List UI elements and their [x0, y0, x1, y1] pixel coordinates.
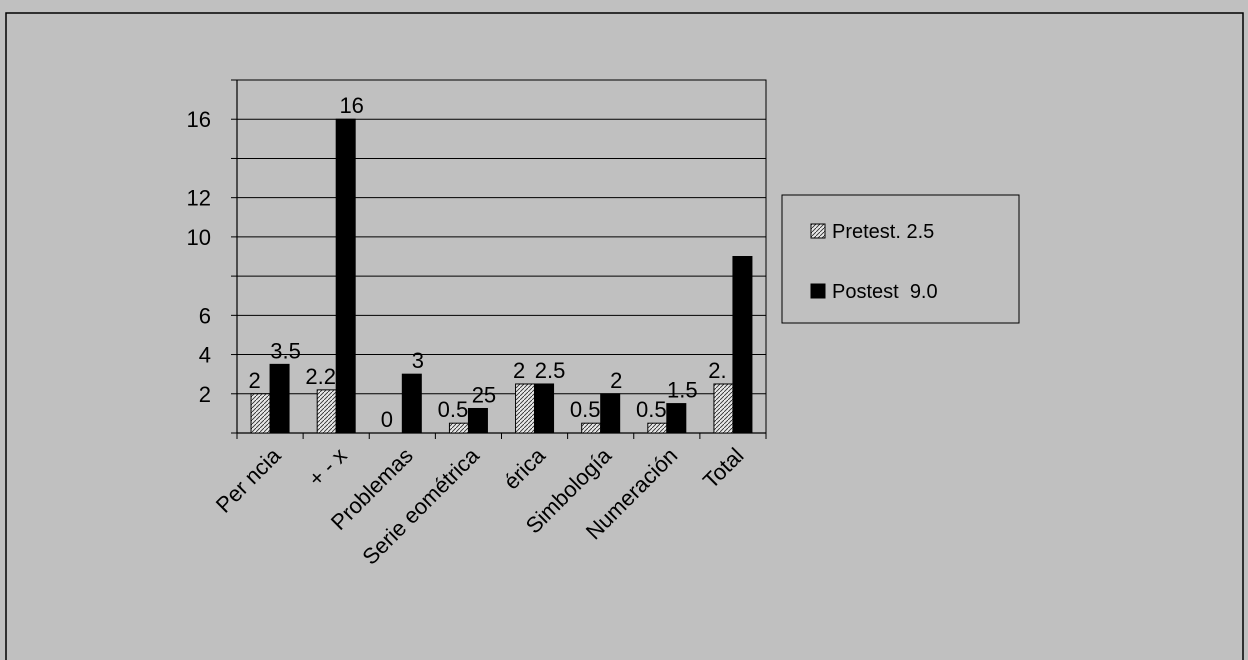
legend-label-pretest: Pretest. 2.5 — [832, 221, 934, 243]
y-tick-label: 2 — [199, 382, 211, 407]
data-label-pretest: 0.5 — [570, 397, 601, 422]
bar-pretest — [647, 422, 668, 434]
bar-pretest — [581, 422, 602, 434]
data-label-pretest: 2 — [248, 368, 260, 393]
data-label-pretest: 2 — [513, 358, 525, 383]
data-label-postest: 16 — [339, 93, 363, 118]
data-labels: 2 2.2 0 0.5 2 0.5 0.5 2. 3.5 16 3 25 2.5 2 1.5 — [248, 93, 726, 432]
data-label-pretest: 0.5 — [636, 397, 667, 422]
bar-pretest — [448, 422, 469, 434]
legend-swatch-pretest — [810, 223, 826, 239]
legend-label-postest: Postest 9.0 — [832, 281, 938, 303]
axes: 2 4 6 10 12 16 — [187, 79, 767, 439]
bar-postest — [666, 403, 687, 434]
bars — [250, 118, 753, 434]
bar-postest — [401, 373, 422, 434]
bar-postest — [269, 363, 290, 434]
legend: Pretest. 2.5 Postest 9.0 — [781, 194, 1020, 324]
bar-pretest — [250, 393, 271, 434]
y-tick-label: 10 — [187, 225, 211, 250]
data-label-postest: 3 — [412, 348, 424, 373]
bar-postest — [534, 383, 555, 434]
bar-postest — [732, 256, 753, 434]
y-tick-label: 6 — [199, 303, 211, 328]
data-label-postest: 25 — [472, 382, 496, 407]
y-tick-label: 12 — [187, 186, 211, 211]
bar-pretest — [515, 383, 536, 434]
data-label-pretest: 2.2 — [305, 364, 336, 389]
data-label-postest: 1.5 — [667, 378, 698, 403]
bar-postest — [600, 393, 621, 434]
y-tick-label: 4 — [199, 343, 211, 368]
data-label-postest: 3.5 — [270, 338, 301, 363]
bar-pretest — [713, 383, 734, 434]
data-label-pretest: 2. — [708, 358, 726, 383]
data-label-postest: 2.5 — [535, 358, 566, 383]
plot-area — [236, 79, 767, 434]
data-label-postest: 2 — [610, 368, 622, 393]
bar-postest — [335, 118, 356, 434]
data-label-pretest: 0.5 — [438, 397, 469, 422]
bar-pretest — [316, 389, 337, 434]
bar-postest — [467, 407, 488, 434]
y-tick-label: 16 — [187, 107, 211, 132]
legend-swatch-postest — [810, 283, 826, 299]
data-label-pretest: 0 — [381, 407, 393, 432]
legend-box — [781, 194, 1020, 324]
plot-background — [236, 79, 767, 434]
